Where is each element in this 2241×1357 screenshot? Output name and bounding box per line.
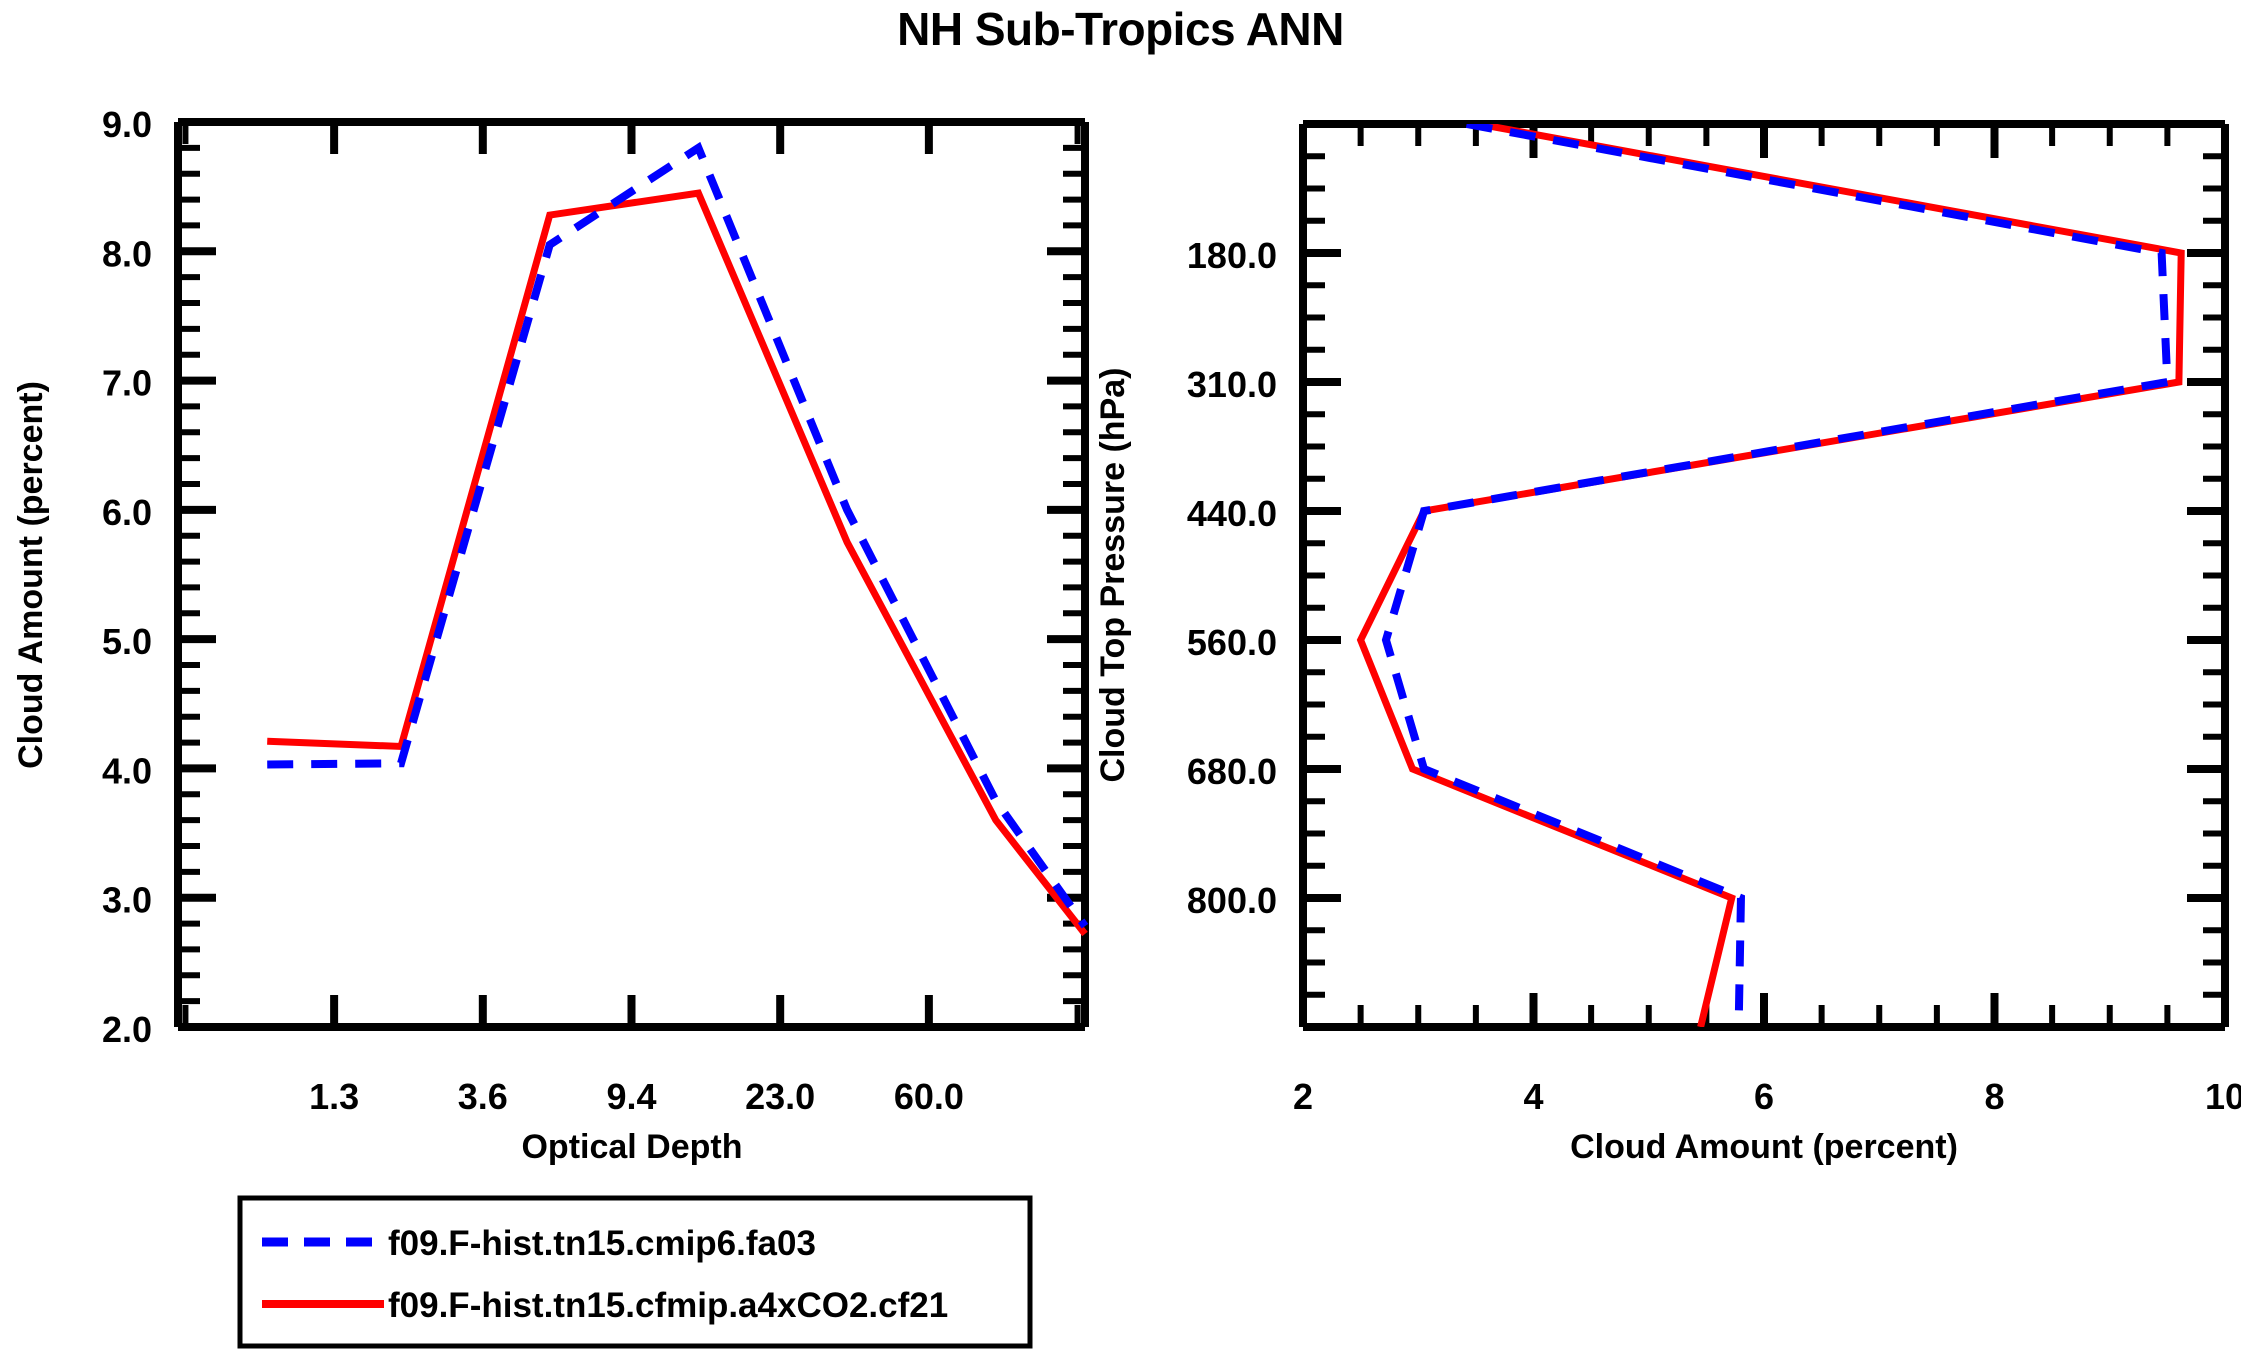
left-panel-y-tick-labels: 2.0 3.0 4.0 5.0 6.0 7.0 8.0 9.0 xyxy=(102,104,152,1050)
left-panel-y-ticks xyxy=(178,118,1085,1031)
right-panel-axes-frame xyxy=(1299,120,2229,1031)
left-y-tick-label: 6.0 xyxy=(102,492,152,533)
left-y-tick-label: 3.0 xyxy=(102,880,152,921)
right-y-tick-label: 800.0 xyxy=(1187,880,1277,921)
left-x-tick-label: 3.6 xyxy=(458,1076,508,1117)
right-y-tick-label: 180.0 xyxy=(1187,235,1277,276)
legend-box xyxy=(237,1195,1033,1349)
left-x-tick-label: 60.0 xyxy=(894,1076,964,1117)
right-x-tick-label: 6 xyxy=(1754,1076,1774,1117)
right-series-line-cfmip xyxy=(1356,124,2185,1027)
right-panel-cloud-top-pressure: 180.0 310.0 440.0 560.0 680.0 800.0 2 4 6 8 10 Cl… xyxy=(1094,120,2241,1166)
right-x-tick-label: 2 xyxy=(1293,1076,1313,1117)
left-panel-axes-frame xyxy=(174,118,1089,1031)
legend-label-cmip6: f09.F-hist.tn15.cmip6.fa03 xyxy=(388,1224,816,1263)
left-y-tick-label: 5.0 xyxy=(102,621,152,662)
legend-label-cfmip: f09.F-hist.tn15.cfmip.a4xCO2.cf21 xyxy=(388,1286,948,1325)
right-y-tick-label: 680.0 xyxy=(1187,751,1277,792)
right-panel-x-axis-label: Cloud Amount (percent) xyxy=(1570,1128,1958,1166)
right-panel-y-tick-labels: 180.0 310.0 440.0 560.0 680.0 800.0 xyxy=(1187,235,1277,921)
right-x-tick-label: 10 xyxy=(2205,1076,2241,1117)
right-y-tick-label: 560.0 xyxy=(1187,622,1277,663)
left-panel-x-tick-labels: 1.3 3.6 9.4 23.0 60.0 xyxy=(309,1076,964,1117)
left-y-tick-label: 8.0 xyxy=(102,233,152,274)
right-series-line-cmip6 xyxy=(1381,124,2172,1027)
left-y-tick-label: 4.0 xyxy=(102,750,152,791)
legend-entry-cfmip[interactable]: f09.F-hist.tn15.cfmip.a4xCO2.cf21 xyxy=(262,1286,948,1325)
left-series-line-cfmip xyxy=(267,189,1088,937)
left-panel-y-axis-label: Cloud Amount (percent) xyxy=(12,381,50,769)
right-y-tick-label: 310.0 xyxy=(1187,364,1277,405)
legend: f09.F-hist.tn15.cmip6.fa03 f09.F-hist.tn… xyxy=(237,1195,1033,1349)
right-panel-x-ticks xyxy=(1299,124,2229,1027)
left-x-tick-label: 23.0 xyxy=(745,1076,815,1117)
left-panel-x-ticks xyxy=(182,122,1081,1027)
left-series-line-cmip6 xyxy=(267,141,1089,929)
left-panel-x-axis-label: Optical Depth xyxy=(521,1128,742,1166)
right-panel-y-ticks xyxy=(1303,153,2225,998)
right-x-tick-label: 4 xyxy=(1523,1076,1543,1117)
left-y-tick-label: 2.0 xyxy=(102,1009,152,1050)
right-x-tick-label: 8 xyxy=(1984,1076,2004,1117)
left-y-tick-label: 7.0 xyxy=(102,363,152,404)
left-panel-optical-depth: 2.0 3.0 4.0 5.0 6.0 7.0 8.0 9.0 1.3 3.6 9.4 23.0 60… xyxy=(12,104,1089,1166)
right-y-tick-label: 440.0 xyxy=(1187,493,1277,534)
right-panel-x-tick-labels: 2 4 6 8 10 xyxy=(1293,1076,2241,1117)
legend-entry-cmip6[interactable]: f09.F-hist.tn15.cmip6.fa03 xyxy=(262,1224,816,1263)
left-x-tick-label: 1.3 xyxy=(309,1076,359,1117)
left-x-tick-label: 9.4 xyxy=(606,1076,656,1117)
left-y-tick-label: 9.0 xyxy=(102,104,152,145)
page-title: NH Sub-Tropics ANN xyxy=(897,3,1344,55)
right-panel-y-axis-label: Cloud Top Pressure (hPa) xyxy=(1094,368,1132,783)
